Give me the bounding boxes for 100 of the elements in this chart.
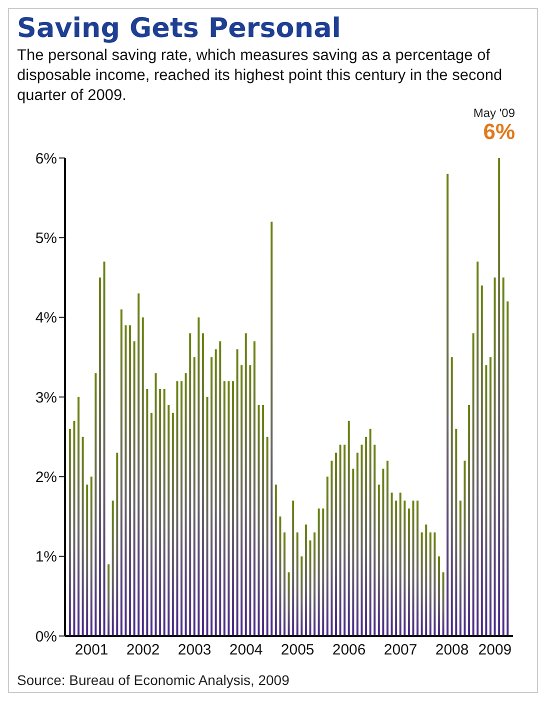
bar: [236, 349, 238, 636]
bar: [365, 436, 368, 636]
bar: [103, 262, 106, 636]
source-note: Source: Bureau of Economic Analysis, 2009: [17, 672, 290, 688]
text: 6%: [483, 119, 515, 144]
bar: [262, 404, 264, 636]
bar: [498, 158, 500, 636]
bar: [330, 460, 333, 636]
x-tick-label: 2006: [332, 642, 366, 659]
chart-title: Saving Gets Personal: [17, 13, 342, 44]
bar: [172, 412, 174, 636]
bar: [124, 325, 127, 636]
bar: [502, 278, 504, 636]
bar: [446, 174, 449, 636]
y-tick-label: 5%: [35, 230, 57, 247]
bar: [274, 484, 277, 636]
bar: [468, 404, 470, 636]
bar: [138, 293, 140, 636]
y-tick-label: 4%: [35, 310, 57, 327]
bar: [228, 381, 230, 636]
bar: [219, 341, 222, 636]
bar: [339, 444, 342, 636]
y-tick-label: 3%: [35, 389, 57, 406]
bar: [395, 500, 398, 636]
bar: [399, 492, 402, 636]
bar: [489, 357, 492, 636]
bar: [412, 500, 414, 636]
bar: [108, 564, 110, 636]
bar: [344, 444, 346, 636]
bar: [154, 373, 157, 636]
bar: [352, 468, 354, 636]
bar: [129, 325, 132, 636]
y-tick-label: 2%: [35, 468, 57, 486]
bar: [184, 373, 187, 636]
bar: [348, 420, 350, 636]
bar: [356, 452, 358, 636]
bar: [223, 381, 226, 636]
bar: [369, 428, 372, 636]
y-tick-label: 6%: [35, 150, 57, 168]
bar: [266, 436, 268, 636]
bar: [322, 508, 324, 636]
bar: [284, 532, 286, 636]
bar: [292, 500, 294, 636]
bar: [253, 341, 256, 636]
bar: [202, 333, 204, 636]
bar: [404, 500, 406, 636]
bar: [420, 532, 423, 636]
bar: [408, 508, 410, 636]
y-tick-label: 0%: [35, 628, 57, 646]
bar: [94, 373, 97, 636]
bar: [450, 357, 453, 636]
x-tick-label: 2005: [280, 642, 314, 659]
bar: [210, 357, 213, 636]
bar: [189, 333, 192, 636]
bar: [378, 484, 380, 636]
bar: [472, 333, 474, 636]
bar: [464, 460, 466, 636]
x-tick-label: 2003: [178, 642, 212, 659]
bar: [249, 365, 252, 636]
bar: [480, 285, 483, 636]
x-tick-label: 2004: [229, 642, 263, 659]
bar: [82, 436, 84, 636]
bar: [258, 404, 260, 636]
bar: [434, 532, 436, 636]
bar: [142, 317, 144, 636]
bar: [73, 420, 76, 636]
bar: [429, 532, 432, 636]
x-tick-label: 2009: [478, 642, 512, 659]
bar: [98, 278, 101, 636]
y-tick-label: 1%: [35, 548, 57, 566]
bar: [506, 301, 509, 636]
bar: [120, 309, 122, 636]
bar: [279, 516, 282, 636]
bar: [163, 389, 166, 636]
bar: [390, 492, 393, 636]
bar: [288, 572, 290, 636]
bar: [309, 540, 312, 636]
bar: [168, 404, 170, 636]
bar: [476, 262, 479, 636]
bar: [146, 389, 148, 636]
bar: [240, 365, 243, 636]
bar: [112, 500, 114, 636]
bar: [335, 452, 337, 636]
bar: [150, 412, 152, 636]
bar: [494, 278, 496, 636]
chart-subtitle: The personal saving rate, which measures saving as a percentage of disposable income, reached its highest point this century in the second quarter of 2009.: [17, 46, 504, 106]
bar: [326, 476, 328, 636]
bar: [382, 468, 384, 636]
bar: [133, 341, 136, 636]
bar: [386, 460, 388, 636]
bar: [304, 524, 307, 636]
x-tick-label: 2001: [74, 642, 108, 659]
bar: [68, 428, 71, 636]
bar: [206, 397, 208, 636]
bar: [180, 381, 183, 636]
bar: [485, 365, 488, 636]
bar: [193, 357, 196, 636]
bar: [360, 444, 363, 636]
bar: [374, 444, 376, 636]
bar: [232, 381, 234, 636]
